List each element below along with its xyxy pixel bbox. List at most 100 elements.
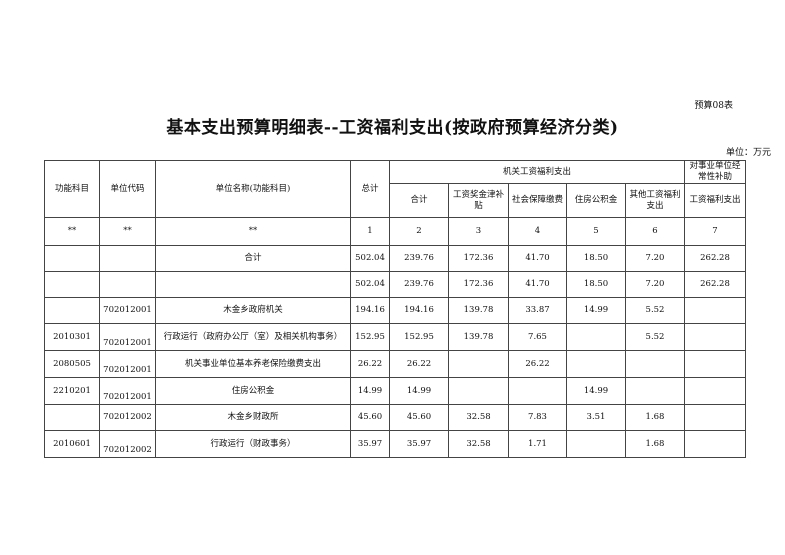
table-cell: 3.51: [566, 404, 626, 431]
table-cell: 18.50: [566, 245, 626, 272]
table-cell: 32.58: [448, 430, 509, 458]
unit-label: 单位：万元: [725, 148, 771, 158]
page-title: 基本支出预算明细表--工资福利支出(按政府预算经济分类): [166, 118, 619, 138]
table-cell: [684, 430, 746, 458]
table-row: 2010301 702012001 行政运行（政府办公厅（室）及相关机构事务） 152…: [44, 323, 746, 351]
table-cell: 194.16: [389, 297, 449, 324]
table-row: 502.04 239.76 172.36 41.70 18.50 7.20 262.28: [44, 271, 746, 298]
header-sub: 合计: [389, 183, 449, 218]
table-cell: [448, 350, 509, 378]
table-cell: 702012001: [99, 323, 156, 351]
table-cell: 35.97: [389, 430, 449, 458]
table-cell: [44, 297, 100, 324]
table-cell: 262.28: [684, 271, 746, 298]
table-cell: [684, 323, 746, 351]
table-cell: 194.16: [350, 297, 390, 324]
table-cell: 2210201: [44, 377, 100, 405]
table-cell: [625, 377, 685, 405]
index-cell: **: [44, 217, 100, 246]
table-cell: [625, 350, 685, 378]
table-cell: 14.99: [389, 377, 449, 405]
table-row: 2210201 702012001 住房公积金 14.99 14.99 14.99: [44, 377, 746, 405]
table-cell: 14.99: [566, 297, 626, 324]
table-cell: 木金乡政府机关: [155, 297, 351, 324]
table-cell: 502.04: [350, 245, 390, 272]
header-sub: 工资福利支出: [684, 183, 746, 218]
table-row: 2010601 702012002 行政运行（财政事务） 35.97 35.97 32.5…: [44, 430, 746, 458]
table-cell: 26.22: [508, 350, 567, 378]
table-cell: [684, 350, 746, 378]
table-row: 702012001 木金乡政府机关 194.16 194.16 139.78 33.87 1…: [44, 297, 746, 324]
table-cell: 45.60: [389, 404, 449, 431]
budget-table: 功能科目 单位代码 单位名称(功能科目) 总计 机关工资福利支出 对事业单位经常…: [44, 160, 746, 458]
table-cell: 14.99: [566, 377, 626, 405]
index-cell: 5: [566, 217, 626, 246]
table-cell: [448, 377, 509, 405]
table-cell: 2010601: [44, 430, 100, 458]
table-cell: [99, 271, 156, 298]
table-cell: 1.71: [508, 430, 567, 458]
table-cell: 住房公积金: [155, 377, 351, 405]
table-cell: 合计: [155, 245, 351, 272]
table-cell: 172.36: [448, 271, 509, 298]
table-cell: [155, 271, 351, 298]
header-func-subject: 功能科目: [44, 160, 100, 218]
form-number: 预算08表: [694, 101, 733, 111]
table-row: 2080505 702012001 机关事业单位基本养老保险缴费支出 26.22 26.…: [44, 350, 746, 378]
table-cell: [508, 377, 567, 405]
header-unit-name: 单位名称(功能科目): [155, 160, 351, 218]
table-cell: 7.65: [508, 323, 567, 351]
table-cell: 702012001: [99, 377, 156, 405]
table-cell: [566, 430, 626, 458]
table-cell: 18.50: [566, 271, 626, 298]
header-group-org: 机关工资福利支出: [389, 160, 685, 184]
table-cell: [44, 404, 100, 431]
table-cell: 41.70: [508, 271, 567, 298]
table-cell: 502.04: [350, 271, 390, 298]
table-cell: 2080505: [44, 350, 100, 378]
table-cell: [684, 404, 746, 431]
header-sub: 工资奖金津补贴: [448, 183, 509, 218]
table-cell: [99, 245, 156, 272]
index-cell: 4: [508, 217, 567, 246]
table-row: 702012002 木金乡财政所 45.60 45.60 32.58 7.83 3.51 1.…: [44, 404, 746, 431]
table-cell: 239.76: [389, 245, 449, 272]
table-cell: 35.97: [350, 430, 390, 458]
index-cell: 2: [389, 217, 449, 246]
header-unit-code: 单位代码: [99, 160, 156, 218]
table-cell: 262.28: [684, 245, 746, 272]
table-cell: 2010301: [44, 323, 100, 351]
table-cell: 239.76: [389, 271, 449, 298]
table-cell: 152.95: [389, 323, 449, 351]
index-cell: **: [155, 217, 351, 246]
table-cell: 7.20: [625, 271, 685, 298]
table-cell: 26.22: [389, 350, 449, 378]
table-cell: 32.58: [448, 404, 509, 431]
table-cell: 26.22: [350, 350, 390, 378]
table-cell: [684, 297, 746, 324]
table-cell: 139.78: [448, 297, 509, 324]
table-cell: 7.20: [625, 245, 685, 272]
index-cell: 6: [625, 217, 685, 246]
table-cell: 机关事业单位基本养老保险缴费支出: [155, 350, 351, 378]
table-cell: 行政运行（政府办公厅（室）及相关机构事务）: [155, 323, 351, 351]
header-sub: 其他工资福利支出: [625, 183, 685, 218]
table-cell: 702012001: [99, 297, 156, 324]
table-cell: 702012001: [99, 350, 156, 378]
table-cell: 1.68: [625, 404, 685, 431]
index-cell: **: [99, 217, 156, 246]
table-cell: [44, 271, 100, 298]
index-cell: 3: [448, 217, 509, 246]
table-cell: 702012002: [99, 430, 156, 458]
table-cell: 14.99: [350, 377, 390, 405]
table-cell: 33.87: [508, 297, 567, 324]
table-cell: [566, 323, 626, 351]
header-sub: 住房公积金: [566, 183, 626, 218]
table-cell: 木金乡财政所: [155, 404, 351, 431]
table-cell: 41.70: [508, 245, 567, 272]
table-cell: 5.52: [625, 323, 685, 351]
table-cell: 5.52: [625, 297, 685, 324]
header-total: 总计: [350, 160, 390, 218]
table-cell: 172.36: [448, 245, 509, 272]
table-cell: 1.68: [625, 430, 685, 458]
